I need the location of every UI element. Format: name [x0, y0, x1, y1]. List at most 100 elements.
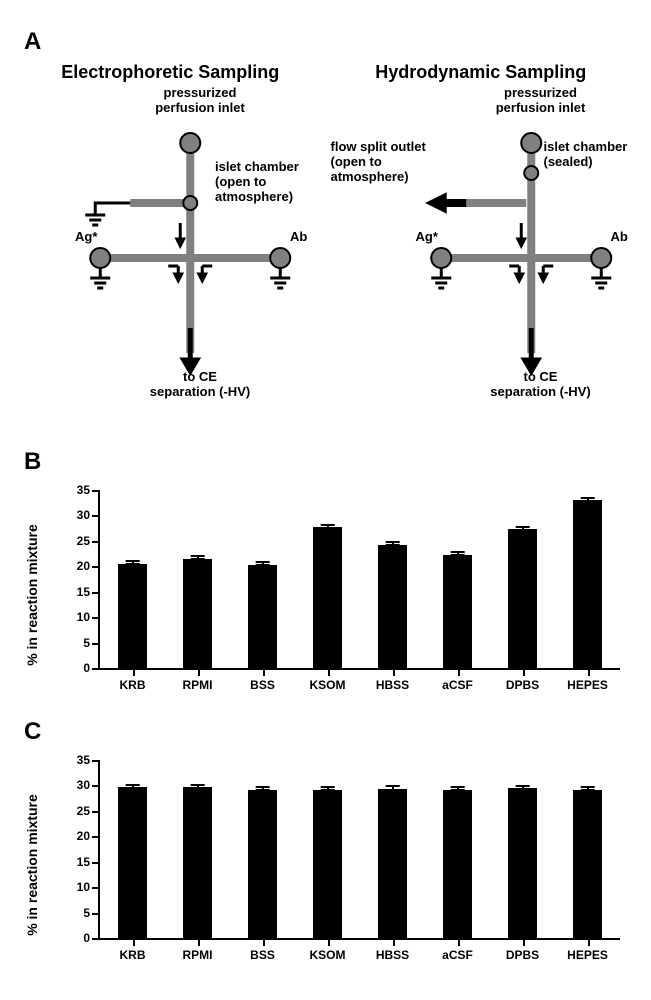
- xtick-label: aCSF: [442, 948, 473, 962]
- ytick: [92, 785, 100, 787]
- error-cap: [255, 564, 270, 566]
- bar: [313, 790, 342, 939]
- error-cap: [190, 784, 205, 786]
- bar: [508, 788, 537, 938]
- ytick-label: 25: [77, 534, 90, 548]
- bar: [118, 564, 147, 668]
- error-cap: [385, 541, 400, 543]
- error-cap: [125, 784, 140, 786]
- ytick-label: 0: [83, 931, 90, 945]
- error-cap: [515, 788, 530, 790]
- ytick-label: 20: [77, 829, 90, 843]
- error-cap: [450, 554, 465, 556]
- error-cap: [385, 789, 400, 791]
- error-cap: [320, 524, 335, 526]
- error-cap: [385, 544, 400, 546]
- ytick: [92, 811, 100, 813]
- xtick-label: aCSF: [442, 678, 473, 692]
- error-cap: [515, 785, 530, 787]
- error-cap: [450, 789, 465, 791]
- xtick-label: HBSS: [376, 948, 409, 962]
- xtick-label: HEPES: [567, 678, 608, 692]
- error-cap: [190, 558, 205, 560]
- xtick: [393, 938, 395, 946]
- ytick: [92, 643, 100, 645]
- ytick: [92, 668, 100, 670]
- xtick-label: KSOM: [310, 678, 346, 692]
- error-cap: [515, 529, 530, 531]
- ytick: [92, 760, 100, 762]
- xtick: [523, 668, 525, 676]
- left-ab-label: Ab: [290, 230, 307, 245]
- xtick: [393, 668, 395, 676]
- bar: [443, 555, 472, 668]
- left-ag-label: Ag*: [75, 230, 97, 245]
- bar: [118, 787, 147, 938]
- right-split-label: flow split outlet(open toatmosphere): [331, 140, 451, 185]
- xtick-label: DPBS: [506, 678, 539, 692]
- xtick: [198, 938, 200, 946]
- right-ag-label: Ag*: [416, 230, 438, 245]
- ytick: [92, 913, 100, 915]
- ytick-label: 15: [77, 585, 90, 599]
- right-bottom-label: to CEseparation (-HV): [476, 370, 606, 400]
- bar: [313, 527, 342, 668]
- xtick-label: HEPES: [567, 948, 608, 962]
- panel-c-chart: % in reaction mixture 05101520253035KRBR…: [50, 750, 630, 980]
- error-cap: [320, 527, 335, 529]
- ytick-label: 30: [77, 508, 90, 522]
- panel-c-plot: 05101520253035KRBRPMIBSSKSOMHBSSaCSFDPBS…: [98, 760, 620, 940]
- xtick: [523, 938, 525, 946]
- xtick: [328, 938, 330, 946]
- error-cap: [580, 786, 595, 788]
- xtick: [588, 938, 590, 946]
- xtick-label: KRB: [120, 948, 146, 962]
- left-chamber-label: islet chamber(open toatmosphere): [215, 160, 299, 205]
- ytick-label: 5: [83, 906, 90, 920]
- ytick-label: 5: [83, 636, 90, 650]
- xtick-label: RPMI: [183, 678, 213, 692]
- left-top-label: pressurizedperfusion inlet: [130, 86, 270, 116]
- bar: [508, 529, 537, 668]
- panel-a-label: A: [24, 28, 631, 56]
- xtick: [198, 668, 200, 676]
- error-cap: [320, 789, 335, 791]
- ytick: [92, 515, 100, 517]
- ytick: [92, 541, 100, 543]
- bar: [443, 790, 472, 939]
- ytick-label: 15: [77, 855, 90, 869]
- error-cap: [580, 500, 595, 502]
- error-cap: [255, 561, 270, 563]
- error-cap: [450, 786, 465, 788]
- error-cap: [190, 555, 205, 557]
- ytick-label: 35: [77, 483, 90, 497]
- xtick: [263, 938, 265, 946]
- error-cap: [320, 786, 335, 788]
- panel-b-chart: % in reaction mixture 05101520253035KRBR…: [50, 480, 630, 710]
- xtick: [133, 668, 135, 676]
- right-diagram-title: Hydrodynamic Sampling: [331, 62, 632, 83]
- ytick-label: 0: [83, 661, 90, 675]
- bar: [248, 565, 277, 668]
- ytick-label: 25: [77, 804, 90, 818]
- ytick: [92, 938, 100, 940]
- ytick: [92, 490, 100, 492]
- error-cap: [580, 789, 595, 791]
- bar: [573, 790, 602, 939]
- left-diagram-title: Electrophoretic Sampling: [20, 62, 321, 83]
- xtick-label: BSS: [250, 948, 275, 962]
- ytick: [92, 887, 100, 889]
- xtick-label: RPMI: [183, 948, 213, 962]
- ytick: [92, 862, 100, 864]
- xtick-label: BSS: [250, 678, 275, 692]
- panel-b-plot: 05101520253035KRBRPMIBSSKSOMHBSSaCSFDPBS…: [98, 490, 620, 670]
- panel-b-ylabel: % in reaction mixture: [24, 524, 40, 666]
- xtick-label: KSOM: [310, 948, 346, 962]
- xtick-label: HBSS: [376, 678, 409, 692]
- left-bottom-label: to CEseparation (-HV): [135, 370, 265, 400]
- panel-c-ylabel: % in reaction mixture: [24, 794, 40, 936]
- bar: [183, 787, 212, 938]
- panel-b-label: B: [24, 448, 631, 476]
- xtick: [458, 938, 460, 946]
- electrophoretic-diagram: Electrophoretic Sampling: [20, 60, 321, 440]
